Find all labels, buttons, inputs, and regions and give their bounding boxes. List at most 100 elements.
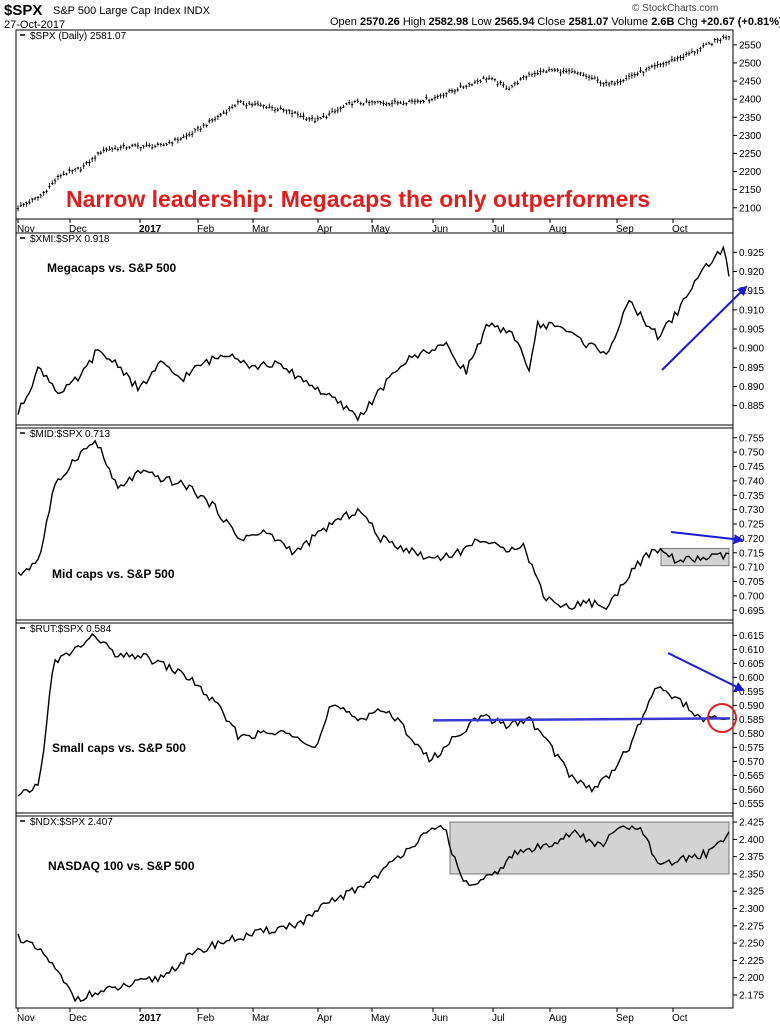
chg-value: +20.67 (+0.81%) (700, 16, 780, 28)
ratio-series-line (17, 824, 730, 1003)
ratio-series-line (17, 245, 730, 422)
y-tick-label: 2300 (739, 131, 762, 142)
y-tick-label: 2350 (739, 113, 762, 124)
x-tick-label: Apr (317, 224, 333, 235)
y-tick-label: 2400 (739, 95, 762, 106)
x-tick-label: May (371, 1013, 390, 1024)
high-value: 2582.98 (428, 16, 469, 28)
y-tick-label: 0.925 (739, 248, 764, 259)
close-label: Close (537, 16, 566, 28)
high-label: High (402, 16, 426, 28)
x-tick-label: Jun (432, 224, 448, 235)
x-tick-label: Nov (17, 224, 35, 235)
headline-annotation: Narrow leadership: Megacaps the only out… (66, 186, 651, 212)
y-tick-label: 2.375 (739, 852, 764, 863)
panel-annotation: Megacaps vs. S&P 500 (47, 261, 177, 275)
y-tick-label: 0.580 (739, 729, 764, 740)
y-tick-label: 2.300 (739, 904, 764, 915)
y-tick-label: 2100 (739, 203, 762, 214)
midcap-range-box (660, 547, 730, 567)
open-label: Open (330, 16, 357, 28)
ratio-series-line (17, 633, 730, 797)
y-tick-label: 2450 (739, 77, 762, 88)
y-tick-label: 0.615 (739, 631, 764, 642)
panel-annotation: Mid caps vs. S&P 500 (52, 567, 175, 581)
smallcap-highlight-circle (707, 703, 737, 733)
y-tick-label: 2.425 (739, 818, 764, 829)
y-tick-label: 2200 (739, 167, 762, 178)
y-tick-label: 2.275 (739, 921, 764, 932)
x-tick-label: Apr (317, 1013, 333, 1024)
y-tick-label: 0.695 (739, 606, 764, 617)
y-tick-label: 2.350 (739, 869, 764, 880)
y-tick-label: 0.725 (739, 520, 764, 531)
y-tick-label: 0.720 (739, 534, 764, 545)
y-tick-label: 0.735 (739, 491, 764, 502)
y-tick-label: 2.200 (739, 973, 764, 984)
y-tick-label: 2.225 (739, 956, 764, 967)
y-tick-label: 0.705 (739, 577, 764, 588)
x-tick-label: Sep (616, 224, 634, 235)
y-tick-label: 0.710 (739, 563, 764, 574)
low-value: 2565.94 (494, 16, 535, 28)
x-tick-label: Oct (672, 224, 688, 235)
y-tick-label: 0.570 (739, 757, 764, 768)
y-tick-label: 0.905 (739, 325, 764, 336)
panel-label: $RUT:$SPX 0.584 (30, 624, 112, 635)
x-tick-label: Feb (197, 1013, 215, 1024)
y-tick-label: 0.895 (739, 363, 764, 374)
volume-value: 2.6B (651, 16, 675, 28)
panel-label: $SPX (Daily) 2581.07 (30, 31, 127, 42)
x-tick-label: Dec (69, 1013, 87, 1024)
y-tick-label: 0.595 (739, 687, 764, 698)
y-tick-label: 0.890 (739, 382, 764, 393)
x-tick-label: 2017 (139, 1013, 162, 1024)
y-tick-label: 0.605 (739, 659, 764, 670)
x-tick-label: Sep (616, 1013, 634, 1024)
y-tick-label: 0.600 (739, 673, 764, 684)
support-level-line (432, 717, 731, 722)
chart-index-name: S&P 500 Large Cap Index INDX (53, 5, 210, 17)
y-tick-label: 0.585 (739, 715, 764, 726)
y-tick-label: 0.565 (739, 771, 764, 782)
x-tick-label: Nov (17, 1013, 35, 1024)
megacap-up-arrow (661, 285, 748, 371)
y-tick-label: 0.610 (739, 645, 764, 656)
ratio-series-line (17, 439, 730, 611)
x-tick-label: Jun (432, 1013, 448, 1024)
close-value: 2581.07 (568, 16, 609, 28)
y-tick-label: 0.920 (739, 267, 764, 278)
x-tick-label: May (371, 224, 390, 235)
y-tick-label: 0.745 (739, 462, 764, 473)
panel-label: $MID:$SPX 0.713 (30, 429, 110, 440)
y-tick-label: 0.740 (739, 476, 764, 487)
y-tick-label: 0.700 (739, 591, 764, 602)
y-tick-label: 0.555 (739, 799, 764, 810)
chg-label: Chg (677, 16, 698, 28)
y-tick-label: 0.755 (739, 433, 764, 444)
x-tick-label: 2017 (139, 224, 162, 235)
y-tick-label: 0.910 (739, 305, 764, 316)
y-tick-label: 2500 (739, 58, 762, 69)
x-tick-label: Oct (672, 1013, 688, 1024)
panel-annotation: Small caps vs. S&P 500 (52, 741, 186, 755)
panel-label: $NDX:$SPX 2.407 (30, 817, 113, 828)
y-tick-label: 2150 (739, 185, 762, 196)
y-tick-label: 0.715 (739, 548, 764, 559)
chart-date: 27-Oct-2017 (4, 19, 66, 31)
y-tick-label: 2550 (739, 40, 762, 51)
y-tick-label: 2.400 (739, 835, 764, 846)
y-tick-label: 0.575 (739, 743, 764, 754)
midcap-down-arrow (670, 531, 744, 545)
x-tick-label: Mar (252, 1013, 270, 1024)
y-tick-label: 2.325 (739, 887, 764, 898)
x-tick-label: Aug (549, 1013, 567, 1024)
y-tick-label: 0.590 (739, 701, 764, 712)
low-label: Low (471, 16, 492, 28)
x-tick-label: Jul (492, 1013, 505, 1024)
y-tick-label: 0.560 (739, 785, 764, 796)
y-tick-label: 0.750 (739, 448, 764, 459)
y-tick-label: 0.900 (739, 344, 764, 355)
y-tick-label: 2250 (739, 149, 762, 160)
